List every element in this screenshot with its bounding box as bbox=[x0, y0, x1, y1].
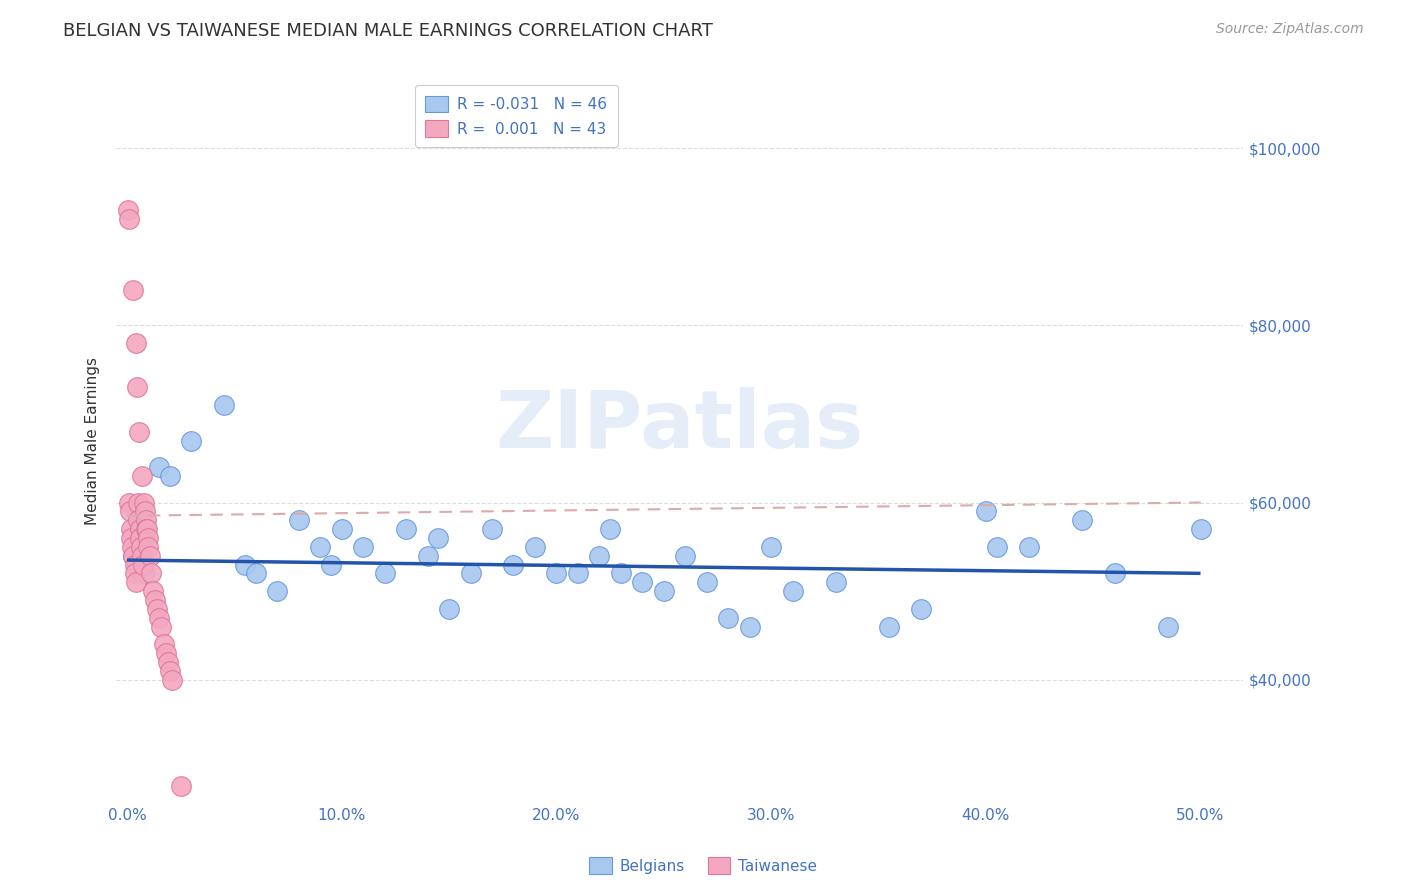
Point bbox=[122, 549, 145, 563]
Point bbox=[212, 398, 235, 412]
Point bbox=[567, 566, 589, 581]
Point bbox=[437, 602, 460, 616]
Point bbox=[139, 566, 162, 581]
Point bbox=[143, 593, 166, 607]
Point bbox=[1018, 540, 1040, 554]
Point bbox=[155, 646, 177, 660]
Point bbox=[877, 619, 900, 633]
Point bbox=[319, 558, 342, 572]
Point bbox=[652, 584, 675, 599]
Point bbox=[124, 566, 146, 581]
Point bbox=[118, 495, 141, 509]
Point bbox=[120, 522, 142, 536]
Point bbox=[150, 619, 173, 633]
Point bbox=[287, 513, 309, 527]
Point bbox=[142, 584, 165, 599]
Legend: R = -0.031   N = 46, R =  0.001   N = 43: R = -0.031 N = 46, R = 0.001 N = 43 bbox=[415, 85, 619, 147]
Point bbox=[759, 540, 782, 554]
Point bbox=[599, 522, 621, 536]
Point bbox=[128, 425, 150, 439]
Point bbox=[738, 619, 761, 633]
Point bbox=[138, 549, 160, 563]
Point bbox=[159, 664, 181, 678]
Point bbox=[352, 540, 374, 554]
Point bbox=[1071, 513, 1094, 527]
Point bbox=[148, 460, 170, 475]
Point bbox=[588, 549, 610, 563]
Point bbox=[134, 504, 156, 518]
Point bbox=[125, 380, 148, 394]
Point bbox=[135, 522, 157, 536]
Point bbox=[132, 558, 155, 572]
Point bbox=[460, 566, 482, 581]
Point bbox=[309, 540, 332, 554]
Point bbox=[124, 575, 146, 590]
Legend: Belgians, Taiwanese: Belgians, Taiwanese bbox=[582, 851, 824, 880]
Point bbox=[631, 575, 654, 590]
Point bbox=[782, 584, 804, 599]
Point bbox=[696, 575, 718, 590]
Point bbox=[128, 522, 150, 536]
Point bbox=[395, 522, 418, 536]
Point bbox=[127, 513, 149, 527]
Point bbox=[127, 495, 149, 509]
Text: ZIPatlas: ZIPatlas bbox=[496, 387, 865, 465]
Point bbox=[138, 531, 160, 545]
Point bbox=[416, 549, 439, 563]
Point bbox=[148, 610, 170, 624]
Point bbox=[135, 513, 157, 527]
Point bbox=[134, 495, 156, 509]
Point bbox=[546, 566, 568, 581]
Text: BELGIAN VS TAIWANESE MEDIAN MALE EARNINGS CORRELATION CHART: BELGIAN VS TAIWANESE MEDIAN MALE EARNING… bbox=[63, 22, 713, 40]
Point bbox=[122, 283, 145, 297]
Point bbox=[180, 434, 202, 448]
Point bbox=[121, 540, 143, 554]
Point bbox=[152, 637, 174, 651]
Point bbox=[330, 522, 353, 536]
Point bbox=[523, 540, 546, 554]
Point bbox=[156, 655, 179, 669]
Point bbox=[986, 540, 1008, 554]
Point bbox=[134, 566, 156, 581]
Point bbox=[170, 779, 193, 793]
Point bbox=[128, 531, 150, 545]
Point bbox=[138, 540, 160, 554]
Point bbox=[481, 522, 503, 536]
Point bbox=[1104, 566, 1126, 581]
Point bbox=[266, 584, 288, 599]
Point bbox=[1157, 619, 1180, 633]
Text: Source: ZipAtlas.com: Source: ZipAtlas.com bbox=[1216, 22, 1364, 37]
Point bbox=[824, 575, 846, 590]
Point bbox=[122, 549, 145, 563]
Point bbox=[120, 531, 142, 545]
Point bbox=[124, 558, 146, 572]
Point bbox=[245, 566, 267, 581]
Point bbox=[118, 212, 141, 227]
Point bbox=[160, 673, 183, 687]
Point bbox=[974, 504, 997, 518]
Point bbox=[159, 469, 181, 483]
Point bbox=[233, 558, 256, 572]
Point bbox=[117, 203, 139, 218]
Point bbox=[129, 540, 152, 554]
Point bbox=[502, 558, 524, 572]
Point bbox=[136, 522, 159, 536]
Point bbox=[717, 610, 740, 624]
Point bbox=[374, 566, 396, 581]
Point bbox=[673, 549, 696, 563]
Point bbox=[910, 602, 932, 616]
Point bbox=[124, 336, 146, 351]
Point bbox=[427, 531, 450, 545]
Point bbox=[610, 566, 633, 581]
Point bbox=[131, 469, 153, 483]
Point bbox=[120, 504, 142, 518]
Point bbox=[1189, 522, 1212, 536]
Y-axis label: Median Male Earnings: Median Male Earnings bbox=[86, 357, 100, 524]
Point bbox=[146, 602, 169, 616]
Point bbox=[131, 549, 153, 563]
